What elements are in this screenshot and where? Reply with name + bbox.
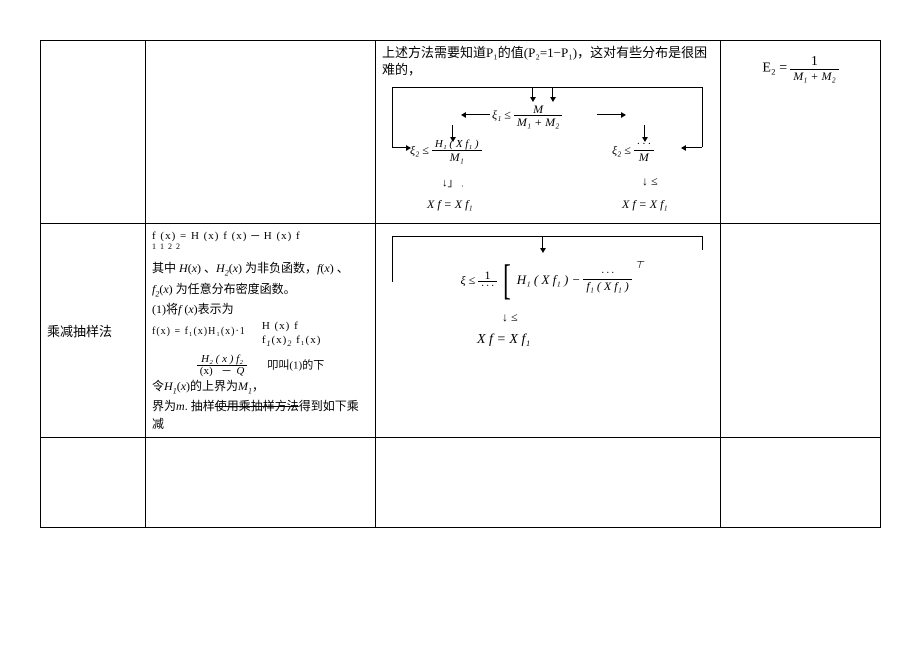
mid1: H₁ ( X f₁ ) − xyxy=(517,272,581,287)
diag-arrow-down xyxy=(552,87,553,101)
d2-vline xyxy=(702,236,703,250)
cell-r3c3 xyxy=(376,438,721,528)
t: Q xyxy=(236,365,244,377)
cell-r1c1 xyxy=(41,41,146,224)
t: 为非负函数， xyxy=(245,261,317,275)
diag-arrow-right xyxy=(597,114,625,115)
den: M xyxy=(634,151,654,163)
diag-arrow-right xyxy=(392,147,410,148)
lhs: E₂ = xyxy=(762,60,787,75)
lhs: ξ ≤ xyxy=(461,273,476,287)
diag-left-bottom: X f = X f₁ xyxy=(427,197,473,212)
num: · · · xyxy=(634,139,654,151)
d2-bottom: X f = X f₁ xyxy=(477,332,530,348)
eq2-row: f(x) = f₁(x)H₁(x)·1 H (x) f f1(x)2(x) f₁… xyxy=(152,318,369,350)
diag-arrow-left xyxy=(682,147,702,148)
t: 的上界为 xyxy=(190,379,238,393)
mid2d: f₁ ( X f₁ ) xyxy=(583,280,631,292)
t: 、 xyxy=(337,261,349,275)
t: 令 xyxy=(152,379,164,393)
method-label: 乘减抽样法 xyxy=(47,324,112,339)
den: · · · xyxy=(478,282,497,292)
diag-vline xyxy=(392,87,393,147)
lhs: ξ₂ ≤ xyxy=(612,143,631,157)
diag-hline xyxy=(392,87,702,88)
d2-arrow-down xyxy=(542,236,543,252)
den: M₁ xyxy=(432,151,482,163)
table-row xyxy=(41,438,881,528)
para-4: 令H1(x)的上界为M1， xyxy=(152,377,369,397)
d2-main-ineq: ξ ≤ 1 · · · [ H₁ ( X f₁ ) − · · · f₁ ( X… xyxy=(392,260,712,302)
diag-node-left: ξ₂ ≤ H₁ ( X f₁ ) M₁ xyxy=(410,139,482,163)
row2-diagram: ξ ≤ 1 · · · [ H₁ ( X f₁ ) − · · · f₁ ( X… xyxy=(382,228,712,393)
cell-r1c2 xyxy=(146,41,376,224)
para-5: 界为m. 抽样使用乘抽样方法得到如下乘减 xyxy=(152,397,369,433)
table-row: 上述方法需要知道P₁的值(P₂=1−P₁)，这对有些分布是很困难的， ξ₁ ≤ … xyxy=(41,41,881,224)
t: (1)将 xyxy=(152,302,178,316)
cell-r2c1: 乘减抽样法 xyxy=(41,223,146,437)
page-root: 上述方法需要知道P₁的值(P₂=1−P₁)，这对有些分布是很困难的， ξ₁ ≤ … xyxy=(0,0,920,651)
t: 、 xyxy=(204,261,216,275)
t: 抽样 xyxy=(188,399,215,413)
diag-node-right: ξ₂ ≤ · · · M xyxy=(612,139,654,163)
t: 界为 xyxy=(152,399,176,413)
cell-r1c3: 上述方法需要知道P₁的值(P₂=1−P₁)，这对有些分布是很困难的， ξ₁ ≤ … xyxy=(376,41,721,224)
cell-r2c3: ξ ≤ 1 · · · [ H₁ ( X f₁ ) − · · · f₁ ( X… xyxy=(376,223,721,437)
eq2-right: H (x) f f1(x)2(x) f₁(x) f₁(x) xyxy=(262,318,322,350)
diag-arrow-left xyxy=(462,114,490,115)
cell-r2c2: f (x) = H (x) f (x) ─ H (x) f 1 1 2 2 其中… xyxy=(146,223,376,437)
eq3: H₂ ( x ) f₂ (x)─Q 叩叫(1)的下 xyxy=(152,354,369,377)
d2-hline xyxy=(392,236,702,237)
para-3: (1)将f (x)表示为 xyxy=(152,300,369,318)
lhs: ξ₂ ≤ xyxy=(410,143,429,157)
content-table: 上述方法需要知道P₁的值(P₂=1−P₁)，这对有些分布是很困难的， ξ₁ ≤ … xyxy=(40,40,881,528)
t: ， xyxy=(252,379,264,393)
cell-r2c4 xyxy=(721,223,881,437)
diag-right-arrow-label: ↓ ≤ xyxy=(642,174,658,189)
diag-node-top: ξ₁ ≤ M M₁ + M₂ xyxy=(492,103,562,128)
d2-below: ↓ ≤ xyxy=(502,310,518,325)
table-row: 乘减抽样法 f (x) = H (x) f (x) ─ H (x) f 1 1 … xyxy=(41,223,881,437)
diag-right-bottom: X f = X f₁ xyxy=(622,197,668,212)
row1-diagram: ξ₁ ≤ M M₁ + M₂ xyxy=(382,79,712,219)
para-1: 其中 H(x) 、H2(x) 为非负函数，f(x) 、 xyxy=(152,259,369,279)
diag-vline xyxy=(702,87,703,147)
t: 为任意分布密度函数。 xyxy=(176,282,296,296)
cell-r3c1 xyxy=(41,438,146,528)
cell-r3c4 xyxy=(721,438,881,528)
diag-arrow-down xyxy=(532,87,533,101)
cell-r3c2 xyxy=(146,438,376,528)
row1-intro-text: 上述方法需要知道P₁的值(P₂=1−P₁)，这对有些分布是很困难的， xyxy=(382,45,714,79)
t: 叩叫(1)的下 xyxy=(267,359,324,371)
lhs: ξ₁ ≤ xyxy=(492,107,511,121)
t: 表示为 xyxy=(198,302,234,316)
num: 1 xyxy=(790,55,838,70)
efficiency-formula: E₂ = 1 M₁ + M₂ xyxy=(727,45,874,82)
eq2-left: f(x) = f₁(x)H₁(x)·1 xyxy=(152,318,246,339)
strike: 使用乘抽样方法 xyxy=(215,399,299,413)
den: M₁ + M₂ xyxy=(790,70,838,82)
para-2: f2(x) 为任意分布密度函数。 xyxy=(152,280,369,300)
num: H₁ ( X f₁ ) xyxy=(432,139,482,151)
cell-r1c4: E₂ = 1 M₁ + M₂ xyxy=(721,41,881,224)
diag-left-arrow-label: ↓」 · xyxy=(442,174,463,191)
den: M₁ + M₂ xyxy=(514,116,562,128)
t: 其中 xyxy=(152,261,179,275)
num: M xyxy=(514,103,562,116)
